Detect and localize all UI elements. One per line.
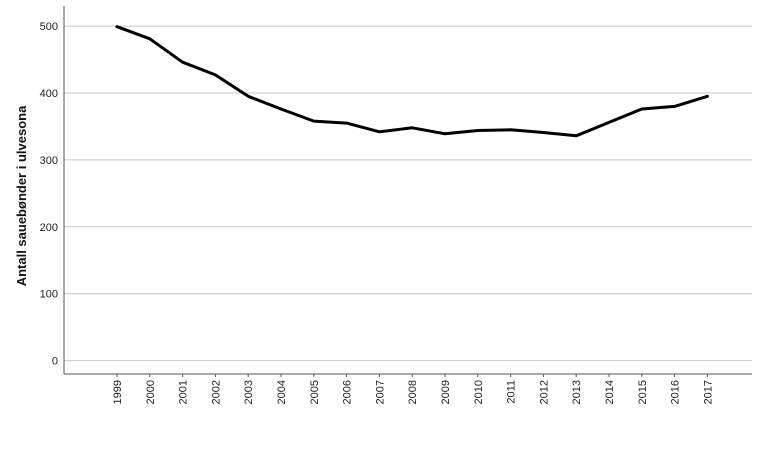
x-tick-label: 2014 bbox=[604, 380, 616, 404]
x-tick-labels: 1999 2000 2001 2002 2003 2004 2005 2006 2007 2008… bbox=[112, 374, 714, 404]
y-tick-label: 100 bbox=[40, 289, 58, 301]
x-tick-label: 2005 bbox=[309, 380, 321, 404]
axes bbox=[63, 6, 752, 375]
x-tick-label: 2002 bbox=[210, 380, 222, 404]
x-tick-label: 2010 bbox=[473, 380, 485, 404]
x-tick-label: 2000 bbox=[145, 380, 157, 404]
x-tick-label: 1999 bbox=[112, 380, 124, 404]
y-tick-label: 200 bbox=[40, 222, 58, 234]
y-tick-label: 300 bbox=[40, 155, 58, 167]
x-tick-label: 2015 bbox=[637, 380, 649, 404]
x-tick-label: 2013 bbox=[571, 380, 583, 404]
x-tick-label: 2003 bbox=[243, 380, 255, 404]
x-tick-label: 2008 bbox=[407, 380, 419, 404]
x-tick-label: 2011 bbox=[506, 380, 518, 404]
x-tick-label: 2001 bbox=[178, 380, 190, 404]
x-tick-label: 2004 bbox=[276, 380, 288, 404]
x-tick-label: 2012 bbox=[538, 380, 550, 404]
y-axis-title: Antall sauebønder i ulvesona bbox=[14, 105, 29, 286]
y-tick-label: 500 bbox=[40, 21, 58, 33]
y-tick-label: 0 bbox=[52, 356, 58, 368]
gridlines bbox=[64, 25, 752, 362]
x-tick-label: 2017 bbox=[702, 380, 714, 404]
x-tick-label: 2006 bbox=[342, 380, 354, 404]
x-tick-label: 2007 bbox=[374, 380, 386, 404]
y-tick-label: 400 bbox=[40, 88, 58, 100]
series-line-0 bbox=[115, 25, 709, 138]
series-lines bbox=[115, 25, 709, 138]
y-tick-labels: 0 100 200 300 400 500 bbox=[40, 21, 58, 368]
x-tick-label: 2016 bbox=[670, 380, 682, 404]
x-tick-label: 2009 bbox=[440, 380, 452, 404]
